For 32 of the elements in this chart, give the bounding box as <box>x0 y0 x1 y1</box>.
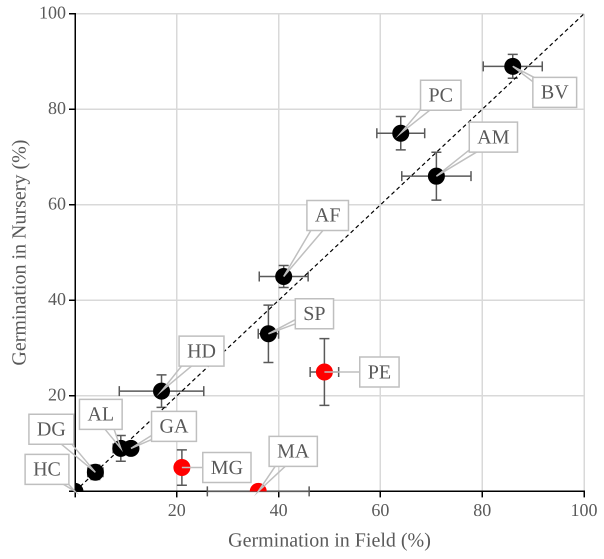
data-label: PE <box>368 361 392 384</box>
data-label: MA <box>277 440 310 463</box>
data-label: MG <box>210 456 244 479</box>
y-tick-label: 80 <box>48 98 66 118</box>
y-tick-label: 100 <box>39 2 66 23</box>
y-tick-label: 20 <box>48 384 66 405</box>
x-axis-title: Germination in Field (%) <box>228 529 431 552</box>
data-label: SP <box>303 303 326 326</box>
y-axis-title: Germination in Nursery (%) <box>8 140 30 366</box>
data-label: AF <box>314 204 340 227</box>
point <box>260 325 277 342</box>
x-tick-label: 60 <box>371 500 390 520</box>
data-label: PC <box>428 84 453 106</box>
x-tick-label: 40 <box>270 500 288 520</box>
data-label: HD <box>187 340 216 362</box>
data-label: HC <box>33 458 61 481</box>
x-tick-label: 100 <box>570 500 598 520</box>
data-label: BV <box>540 82 570 104</box>
point <box>504 58 522 75</box>
point <box>316 364 333 380</box>
point <box>173 459 190 476</box>
point <box>275 268 292 285</box>
point <box>86 464 104 481</box>
data-label: DG <box>36 418 66 441</box>
data-label: AM <box>477 126 510 148</box>
x-tick-label: 80 <box>473 500 492 520</box>
y-tick-label: 40 <box>48 289 66 310</box>
x-tick-label: 20 <box>168 500 186 520</box>
data-label: AL <box>87 404 114 426</box>
y-tick-label: 60 <box>48 194 66 214</box>
data-label: GA <box>160 416 189 438</box>
point <box>428 168 445 185</box>
